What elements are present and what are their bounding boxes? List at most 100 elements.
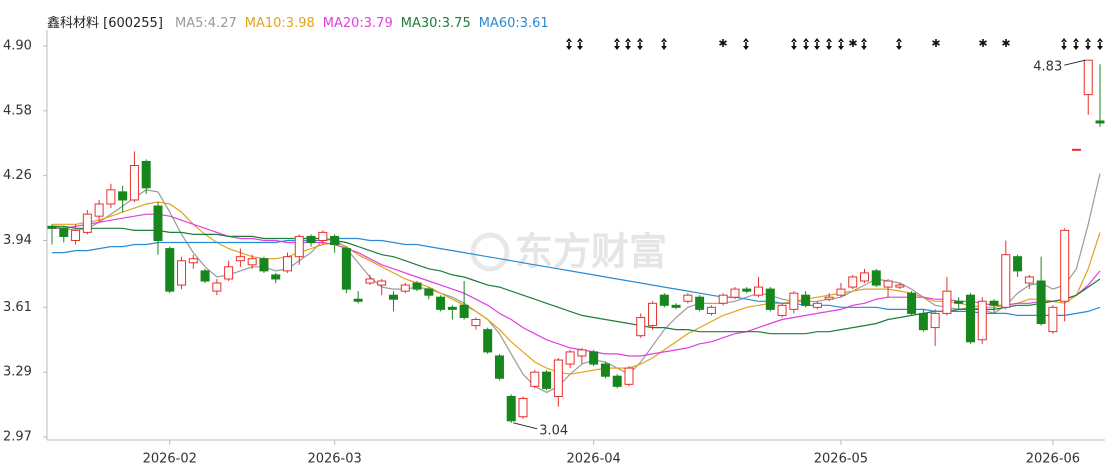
candle-body [930, 312, 940, 329]
candle-body [565, 351, 575, 365]
candle-body [765, 288, 775, 310]
candle-body [188, 258, 198, 264]
candle-body [730, 288, 740, 298]
candle-body [165, 248, 175, 292]
candle-body [388, 294, 398, 300]
legend-entry: MA5:4.27 [175, 16, 237, 31]
event-marker [1073, 38, 1079, 50]
event-marker [979, 39, 987, 47]
chart-title: 鑫科材料 [600255] [47, 16, 163, 31]
candle-body [177, 260, 187, 286]
candle-body [965, 294, 975, 343]
watermark-logo [470, 232, 510, 272]
candle-body [907, 292, 917, 314]
candle-body [777, 304, 787, 316]
event-marker [826, 38, 832, 50]
legend: 鑫科材料 [600255] MA5:4.27 MA10:3.98 MA20:3.79… [47, 12, 557, 31]
candle-body [141, 160, 151, 189]
candle-body [459, 304, 469, 318]
event-marker [566, 38, 572, 50]
event-marker [1085, 38, 1091, 50]
watermark-text: 东方财富 [515, 230, 667, 274]
candle-body [471, 318, 481, 327]
candle-body [341, 248, 351, 290]
annotation-leader [513, 422, 538, 430]
candle-body [553, 359, 563, 397]
candle-body [271, 274, 281, 280]
candle-body [330, 235, 340, 246]
event-marker [838, 38, 844, 50]
candle-body [754, 286, 764, 296]
candle-body [871, 270, 881, 286]
candle-body [859, 272, 869, 282]
y-tick-label: 2.97 [3, 430, 32, 445]
candle-body [624, 367, 634, 385]
candle-body [353, 298, 363, 302]
annotation-leader [1064, 59, 1086, 66]
candle-body [671, 304, 681, 308]
event-marker [791, 38, 797, 50]
event-marker [814, 38, 820, 50]
event-marker [661, 38, 667, 50]
event-marker [849, 39, 857, 47]
candle-body [1036, 280, 1046, 325]
candle-body [82, 213, 92, 233]
annotation: 4.83 [1033, 60, 1062, 75]
candle-body [59, 227, 69, 237]
candle-body [1095, 120, 1105, 124]
candle-body [259, 258, 269, 272]
candle-body [283, 256, 293, 272]
candle-body [883, 280, 893, 288]
event-marker [637, 38, 643, 50]
event-marker [625, 38, 631, 50]
y-tick-label: 4.58 [3, 103, 32, 118]
candle-body [436, 296, 446, 310]
candle-body [801, 294, 811, 306]
candle-body [306, 235, 316, 244]
y-tick-label: 3.94 [3, 233, 32, 248]
legend-entry: MA60:3.61 [478, 16, 549, 31]
candle-body [848, 276, 858, 288]
x-tick-label: 2026-03 [307, 452, 361, 467]
candle-body [1071, 148, 1081, 151]
candle-body [494, 355, 504, 379]
y-tick-label: 3.61 [3, 300, 32, 315]
candle-body [1001, 254, 1011, 308]
candle-body [200, 270, 210, 282]
candle-body [718, 294, 728, 304]
legend-entry: MA20:3.79 [322, 16, 393, 31]
candle-body [318, 231, 328, 241]
y-tick-label: 3.29 [3, 365, 32, 380]
event-marker [803, 38, 809, 50]
candle-body [71, 229, 81, 241]
candle-body [506, 395, 516, 422]
candle-body [542, 371, 552, 389]
candle-body [153, 205, 163, 241]
event-marker [743, 38, 749, 50]
candle-body [447, 306, 457, 310]
y-tick-label: 4.90 [3, 39, 32, 54]
candle-body [895, 284, 905, 288]
x-tick-label: 2026-06 [1026, 452, 1080, 467]
candle-body [695, 296, 705, 310]
candle-body [483, 329, 493, 353]
candle-body [294, 235, 304, 258]
candle-body [942, 290, 952, 314]
legend-entry: MA10:3.98 [244, 16, 315, 31]
annotation: 3.04 [539, 423, 568, 438]
candle-body [600, 363, 610, 377]
candle-body [129, 165, 139, 201]
event-marker [1061, 38, 1067, 50]
candle-body [94, 203, 104, 217]
candle-body [1048, 306, 1058, 333]
candle-body [530, 371, 540, 387]
candle-body [683, 294, 693, 302]
candle-body [577, 349, 587, 357]
x-tick-label: 2026-04 [566, 452, 620, 467]
candle-body [212, 282, 222, 292]
candle-body [954, 300, 964, 304]
candle-body [106, 189, 116, 205]
candle-body [365, 278, 375, 284]
ma-line [52, 237, 1101, 316]
